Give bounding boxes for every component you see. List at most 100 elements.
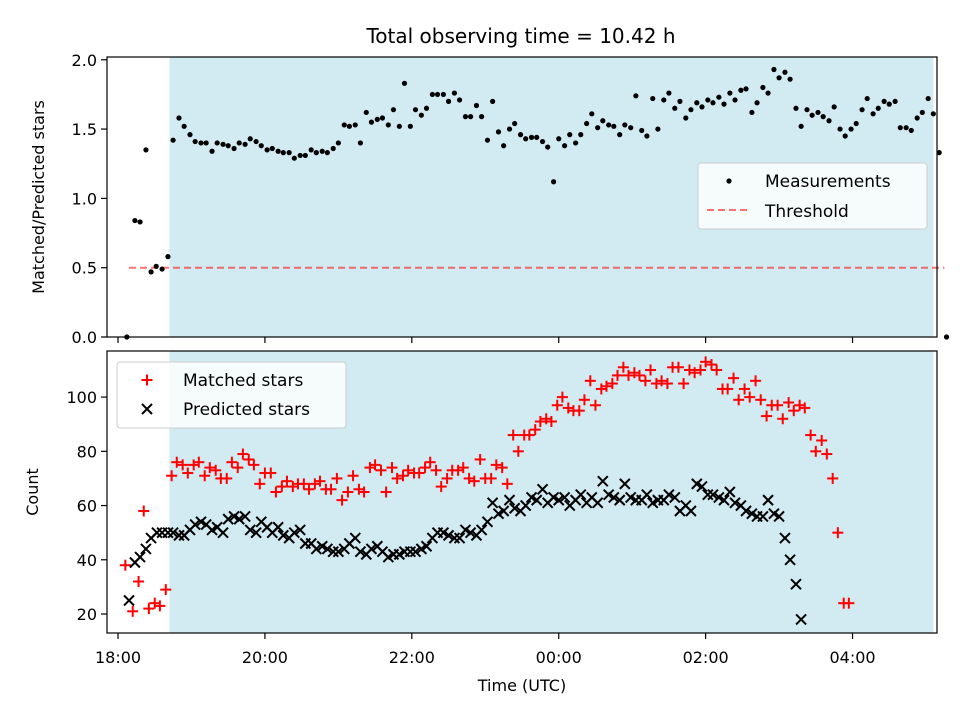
matched-stars-points [119, 356, 855, 617]
predicted-star-point [530, 494, 543, 506]
measurement-point [429, 91, 435, 98]
predicted-star-point [134, 551, 146, 563]
measurement-point [595, 125, 601, 131]
matched-star-point [204, 462, 216, 474]
measurement-point [484, 137, 491, 143]
predicted-star-point [294, 524, 306, 536]
measurement-point [848, 126, 854, 132]
measurement-point [242, 141, 248, 147]
measurement-point [743, 86, 749, 92]
matched-star-point [265, 467, 277, 479]
predicted-star-point [349, 532, 361, 544]
measurement-point [341, 122, 347, 128]
matched-star-point [545, 416, 557, 427]
top-y-axis: 0.0 0.5 1.0 1.5 2.0 [72, 51, 107, 347]
matched-star-point [755, 394, 767, 406]
legend-cross-glyph [141, 403, 153, 415]
predicted-star-point [613, 494, 626, 506]
matched-star-point [623, 369, 635, 381]
top-legend: Measurements Threshold [697, 162, 928, 230]
predicted-star-point [327, 545, 339, 558]
matched-star-point [149, 597, 161, 609]
matched-star-point [254, 478, 266, 490]
predicted-star-point [558, 491, 571, 504]
measurement-point [363, 109, 369, 116]
measurement-point [330, 145, 336, 152]
matched-star-point [154, 600, 166, 612]
matched-star-point [347, 470, 359, 482]
measurement-point [445, 98, 452, 104]
measurement-point [412, 107, 419, 113]
matched-star-point [843, 597, 855, 609]
measurement-point [203, 140, 209, 146]
matched-star-point [739, 383, 751, 395]
measurement-point [699, 104, 705, 110]
legend-label-matched: Matched stars [183, 371, 303, 391]
measurement-point [501, 143, 507, 149]
measurement-point [655, 126, 661, 132]
predicted-star-point [762, 494, 774, 506]
measurement-point [881, 98, 887, 104]
measurement-point [919, 109, 925, 116]
measurement-point [622, 122, 628, 128]
predicted-star-point [420, 540, 433, 552]
predicted-star-point [729, 497, 741, 509]
bottom-y-tick-label: 20 [77, 605, 97, 624]
measurement-point [181, 123, 187, 129]
predicted-star-point [591, 497, 604, 509]
measurement-point [793, 105, 799, 111]
top-y-axis-label: Matched/Predicted stars [29, 100, 48, 294]
measurement-point [165, 254, 171, 260]
matched-star-point [441, 472, 453, 484]
bottom-plot-frame [106, 350, 938, 634]
matched-star-point [336, 494, 348, 506]
measurement-point [286, 150, 292, 156]
measurement-point [804, 107, 810, 113]
measurement-point [864, 95, 870, 102]
matched-star-point [832, 527, 844, 539]
top-plot-frame [106, 56, 938, 338]
legend-label-threshold: Threshold [764, 202, 849, 222]
matched-star-point [750, 375, 762, 387]
matched-star-point [634, 369, 646, 381]
legend-marker-measurements [726, 178, 732, 184]
measurement-point [787, 76, 793, 82]
matched-star-point [733, 394, 745, 406]
measurement-point [479, 114, 485, 120]
bottom-legend-box [116, 361, 347, 429]
measurement-point [732, 97, 738, 103]
predicted-star-point [503, 494, 516, 506]
measurement-point [831, 104, 837, 110]
measurement-point [903, 125, 909, 131]
matched-star-point [722, 383, 734, 395]
matched-star-point [501, 478, 513, 490]
measurement-point [374, 116, 380, 122]
x-tick-label: 22:00 [389, 648, 435, 667]
predicted-star-point [481, 516, 494, 528]
measurement-points [124, 66, 950, 340]
matched-star-point [821, 448, 833, 460]
predicted-star-point [740, 505, 752, 517]
predicted-star-point [790, 578, 802, 590]
measurement-point [517, 132, 524, 138]
measurement-point [462, 114, 469, 120]
matched-star-point [672, 361, 684, 373]
matched-star-point [589, 399, 601, 411]
measurement-point [159, 266, 165, 272]
matched-star-point [171, 456, 183, 468]
figure-title: Total observing time = 10.42 h [365, 24, 675, 48]
predicted-star-point [773, 510, 785, 523]
matched-star-point [556, 391, 568, 403]
measurement-point [313, 150, 319, 156]
measurement-point [550, 179, 557, 185]
measurement-point [644, 133, 650, 139]
measurement-point [258, 143, 264, 149]
measurement-point [936, 150, 942, 156]
predicted-star-point [442, 529, 455, 542]
matched-star-point [468, 475, 480, 487]
predicted-star-point [233, 513, 245, 525]
matched-star-point [578, 394, 590, 406]
matched-star-point [232, 462, 244, 474]
matched-star-point [276, 481, 288, 493]
